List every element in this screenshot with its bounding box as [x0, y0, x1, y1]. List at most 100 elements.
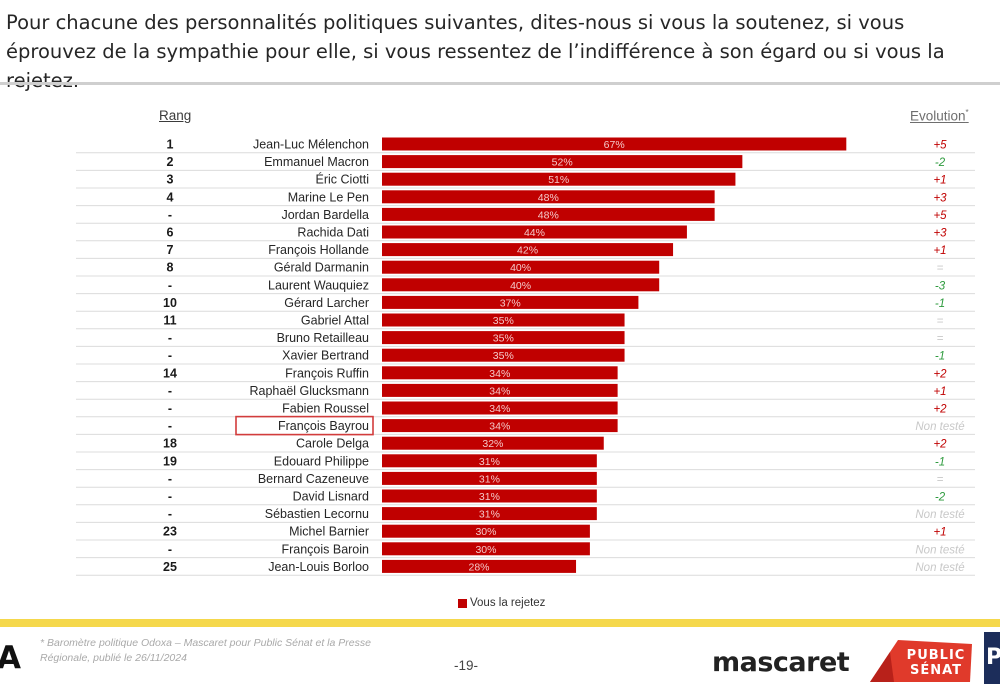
bar-value-label: 35%	[493, 350, 514, 362]
person-name: Emmanuel Macron	[264, 155, 369, 169]
rank-label: 7	[167, 243, 174, 257]
rank-label: -	[168, 208, 172, 222]
rejection-bar	[382, 331, 625, 345]
rejection-bar	[382, 155, 743, 169]
evolution-value: -1	[935, 456, 945, 468]
evolution-value: +1	[933, 245, 946, 257]
evolution-value: +3	[933, 192, 947, 204]
rank-label: 4	[167, 190, 174, 204]
evolution-value: Non testé	[915, 544, 964, 556]
rank-label: 25	[163, 560, 177, 574]
rank-label: -	[168, 542, 172, 556]
rejection-bar-chart: 1 Jean-Luc Mélenchon 67% +5 2 Emmanuel Macron…	[76, 137, 975, 576]
rejection-bar	[382, 524, 590, 538]
highlight-box	[235, 415, 374, 436]
evolution-value: -1	[935, 298, 945, 310]
person-name: Bruno Retailleau	[277, 331, 369, 345]
person-name: Gérald Darmanin	[274, 261, 369, 275]
rejection-bar	[382, 436, 604, 450]
bar-value-label: 48%	[538, 209, 559, 221]
rejection-bar	[382, 366, 618, 380]
legend-label: Vous la rejetez	[470, 597, 546, 609]
rank-label: -	[168, 384, 172, 398]
person-name: David Lisnard	[293, 490, 369, 504]
evolution-value: Non testé	[915, 562, 964, 574]
bar-value-label: 30%	[475, 526, 496, 538]
rejection-bar	[382, 295, 639, 309]
person-name: François Baroin	[281, 542, 369, 556]
rejection-bar	[382, 471, 597, 485]
rejection-bar	[382, 348, 625, 362]
rank-label: 14	[163, 366, 177, 380]
rank-label: -	[168, 490, 172, 504]
odoxa-logo-fragment: A	[0, 640, 21, 676]
person-name: Gabriel Attal	[301, 314, 369, 328]
bar-value-label: 42%	[517, 245, 538, 257]
evolution-value: -2	[935, 492, 946, 504]
bar-value-label: 35%	[493, 315, 514, 327]
bar-value-label: 67%	[604, 139, 625, 151]
person-name: Laurent Wauquiez	[268, 278, 369, 292]
bar-value-label: 34%	[489, 385, 510, 397]
rejection-bar	[382, 243, 674, 257]
rejection-bar	[382, 190, 715, 204]
bar-value-label: 48%	[538, 192, 559, 204]
bar-value-label: 52%	[552, 157, 573, 169]
public-senat-logo-text: PUBLIC SÉNAT	[900, 648, 972, 678]
evolution-value: +1	[933, 527, 946, 539]
rank-label: 3	[167, 173, 174, 187]
rank-label: 19	[163, 454, 177, 468]
page-number: -19-	[454, 658, 479, 673]
person-name: Rachida Dati	[297, 226, 369, 240]
evolution-footnote-mark: *	[965, 108, 969, 117]
evolution-value: Non testé	[915, 421, 964, 433]
rejection-bar	[382, 507, 597, 521]
rank-label: 11	[163, 314, 176, 328]
bar-value-label: 35%	[493, 333, 514, 345]
evolution-value: =	[937, 333, 944, 345]
rejection-bar	[382, 207, 715, 221]
evolution-value: +1	[933, 175, 946, 187]
legend-swatch	[458, 598, 467, 608]
public-senat-logo-line2: SÉNAT	[909, 663, 963, 678]
evolution-value: =	[937, 316, 944, 328]
rejection-bar	[382, 137, 847, 151]
person-name: Carole Delga	[296, 437, 369, 451]
rejection-bar	[382, 260, 660, 274]
person-name: Jordan Bardella	[281, 208, 369, 222]
question-text: Pour chacune des personnalités politique…	[6, 11, 945, 92]
person-name: François Ruffin	[285, 366, 369, 380]
bar-value-label: 34%	[489, 368, 510, 380]
evolution-value: -1	[935, 351, 945, 363]
footnote-line-1: * Baromètre politique Odoxa – Mascaret p…	[40, 637, 371, 649]
evolution-value: Non testé	[915, 509, 964, 521]
rank-label: -	[168, 419, 172, 433]
bar-value-label: 34%	[489, 421, 510, 433]
bar-value-label: 44%	[524, 227, 545, 239]
corner-logo: P	[984, 632, 1000, 684]
top-divider	[0, 82, 1000, 85]
person-name: Jean-Louis Borloo	[268, 560, 369, 574]
evolution-value: +2	[933, 368, 947, 380]
bar-value-label: 31%	[479, 491, 500, 503]
bar-value-label: 30%	[475, 544, 496, 556]
rejection-bar	[382, 419, 618, 433]
person-name: Fabien Roussel	[282, 402, 369, 416]
rank-label: 23	[163, 525, 177, 539]
evolution-column-header: Evolution*	[910, 108, 969, 124]
bar-value-label: 32%	[482, 438, 503, 450]
rejection-bar	[382, 401, 618, 415]
public-senat-logo-line1: PUBLIC	[906, 648, 966, 663]
evolution-value: -2	[935, 157, 946, 169]
footer-yellow-band	[0, 619, 1000, 627]
person-name: Edouard Philippe	[274, 454, 369, 468]
person-name: Raphaël Glucksmann	[249, 384, 369, 398]
rejection-bar	[382, 313, 625, 327]
person-name: Jean-Luc Mélenchon	[253, 138, 369, 152]
rank-label: -	[168, 331, 172, 345]
rejection-bar	[382, 225, 687, 239]
person-name: Sébastien Lecornu	[265, 507, 369, 521]
rejection-bar	[382, 454, 597, 468]
evolution-value: -3	[935, 280, 946, 292]
bar-value-label: 31%	[479, 456, 500, 468]
